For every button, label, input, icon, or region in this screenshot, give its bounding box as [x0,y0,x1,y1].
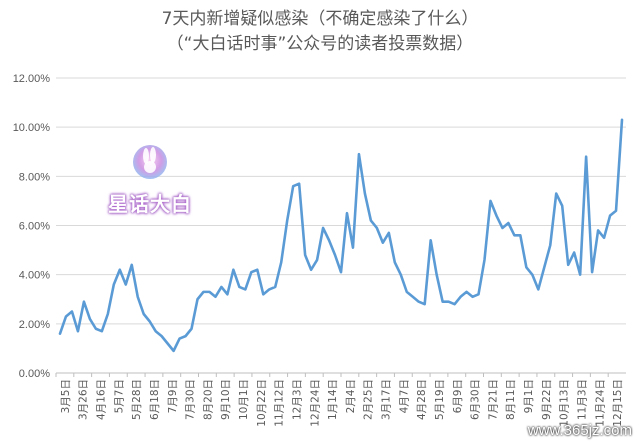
x-tick-label: 3月17日 [381,379,393,420]
x-tick-label: 12月15日 [612,379,624,427]
watermark-site-text: www.365jz.com [527,422,632,439]
x-tick-label: 4月7日 [398,379,410,413]
x-tick-label: 5月19日 [434,379,446,420]
y-tick-label: 0.00% [19,368,50,380]
x-tick-label: 2月25日 [363,379,375,420]
x-tick-label: 11月24日 [594,379,606,427]
x-tick-label: 6月30日 [470,379,482,420]
x-tick-label: 2月4日 [345,379,357,413]
x-tick-label: 5月7日 [113,379,125,413]
x-tick-label: 7月9日 [167,379,179,413]
y-tick-label: 10.00% [13,122,51,134]
y-tick-label: 12.00% [13,73,51,85]
y-tick-label: 6.00% [19,221,50,233]
x-tick-label: 6月18日 [149,379,161,420]
x-tick-label: 11月12日 [274,379,286,427]
x-tick-label: 9月10日 [220,379,232,420]
y-tick-label: 8.00% [19,171,50,183]
rabbit-logo-icon [133,145,167,179]
x-tick-label: 3月5日 [60,379,72,413]
chart-subtitle: （“大白话时事”公众号的读者投票数据） [166,34,474,54]
chart-title: 7天内新增疑似感染（不确定感染了什么） [161,9,479,29]
x-tick-label: 5月28日 [131,379,143,420]
x-tick-label: 9月1日 [523,379,535,413]
x-tick-label: 7月30日 [185,379,197,420]
x-tick-label: 7月21日 [487,379,499,420]
x-tick-label: 3月26日 [78,379,90,420]
x-tick-label: 9月22日 [541,379,553,420]
x-tick-label: 1月14日 [327,379,339,420]
y-tick-label: 2.00% [19,319,50,331]
chart-title-block: 7天内新增疑似感染（不确定感染了什么） （“大白话时事”公众号的读者投票数据） [0,6,640,56]
x-tick-label: 11月3日 [576,379,588,420]
x-tick-label: 8月11日 [505,379,517,420]
series-line [58,118,624,353]
x-tick-label: 12月24日 [309,379,321,427]
x-tick-label: 8月20日 [202,379,214,420]
x-tick-label: 10月1日 [238,379,250,420]
x-tick-label: 6月9日 [452,379,464,413]
x-tick-label: 10月13日 [559,379,571,427]
x-tick-label: 4月16日 [96,379,108,420]
x-tick-label: 4月28日 [416,379,428,420]
y-tick-label: 4.00% [19,270,50,282]
x-tick-label: 12月3日 [291,379,303,420]
watermark-logo-text: 星话大白 [108,192,192,216]
x-tick-label: 10月22日 [256,379,268,427]
